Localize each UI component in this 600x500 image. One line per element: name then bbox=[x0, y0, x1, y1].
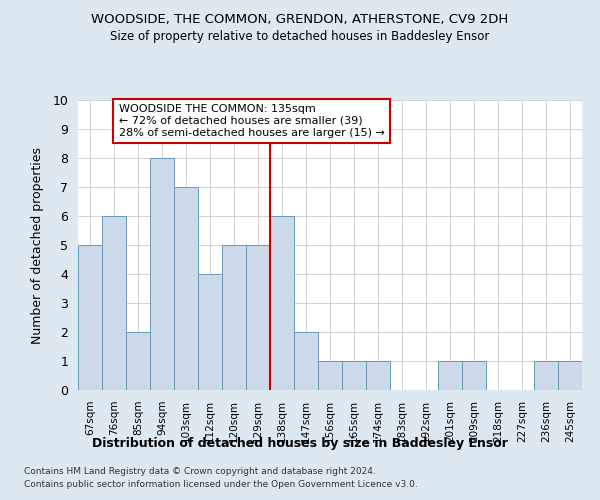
Bar bbox=[78, 245, 102, 390]
Text: WOODSIDE, THE COMMON, GRENDON, ATHERSTONE, CV9 2DH: WOODSIDE, THE COMMON, GRENDON, ATHERSTON… bbox=[91, 12, 509, 26]
Bar bbox=[198, 274, 222, 390]
Text: Contains HM Land Registry data © Crown copyright and database right 2024.: Contains HM Land Registry data © Crown c… bbox=[24, 468, 376, 476]
Text: Size of property relative to detached houses in Baddesley Ensor: Size of property relative to detached ho… bbox=[110, 30, 490, 43]
Bar bbox=[174, 187, 198, 390]
Bar bbox=[366, 361, 390, 390]
Bar bbox=[534, 361, 558, 390]
Text: Contains public sector information licensed under the Open Government Licence v3: Contains public sector information licen… bbox=[24, 480, 418, 489]
Text: WOODSIDE THE COMMON: 135sqm
← 72% of detached houses are smaller (39)
28% of sem: WOODSIDE THE COMMON: 135sqm ← 72% of det… bbox=[119, 104, 385, 138]
Y-axis label: Number of detached properties: Number of detached properties bbox=[31, 146, 44, 344]
Bar bbox=[150, 158, 174, 390]
Bar bbox=[318, 361, 342, 390]
Bar bbox=[126, 332, 150, 390]
Text: Distribution of detached houses by size in Baddesley Ensor: Distribution of detached houses by size … bbox=[92, 438, 508, 450]
Bar bbox=[270, 216, 294, 390]
Bar bbox=[294, 332, 318, 390]
Bar bbox=[342, 361, 366, 390]
Bar bbox=[462, 361, 486, 390]
Bar bbox=[222, 245, 246, 390]
Bar bbox=[438, 361, 462, 390]
Bar bbox=[246, 245, 270, 390]
Bar bbox=[558, 361, 582, 390]
Bar bbox=[102, 216, 126, 390]
